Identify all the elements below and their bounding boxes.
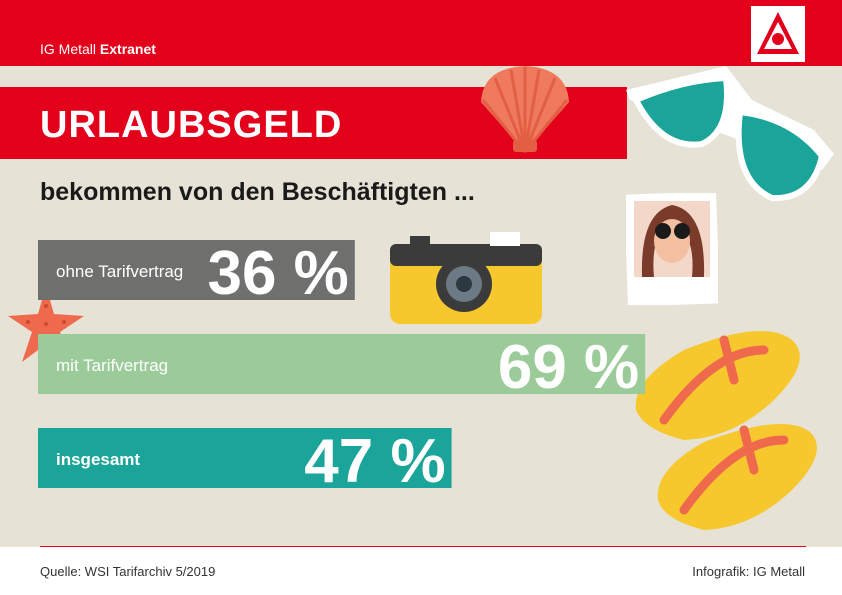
page-subtitle: bekommen von den Beschäftigten ... xyxy=(40,178,475,206)
photo-icon xyxy=(626,193,718,305)
top-bar xyxy=(0,0,842,66)
footer-divider xyxy=(40,546,806,547)
sunglasses-icon xyxy=(626,66,834,202)
page-title: URLAUBSGELD xyxy=(40,104,343,146)
shell-icon xyxy=(481,66,569,153)
starfish-icon xyxy=(8,286,84,362)
credit-note: Infografik: IG Metall xyxy=(692,564,805,579)
flip-flops-icon xyxy=(635,331,817,530)
ig-metall-logo-icon xyxy=(751,6,805,62)
brand-label: IG Metall Extranet xyxy=(40,41,156,57)
source-note: Quelle: WSI Tarifarchiv 5/2019 xyxy=(40,564,216,579)
camera-icon xyxy=(390,232,542,324)
footer xyxy=(0,547,842,595)
